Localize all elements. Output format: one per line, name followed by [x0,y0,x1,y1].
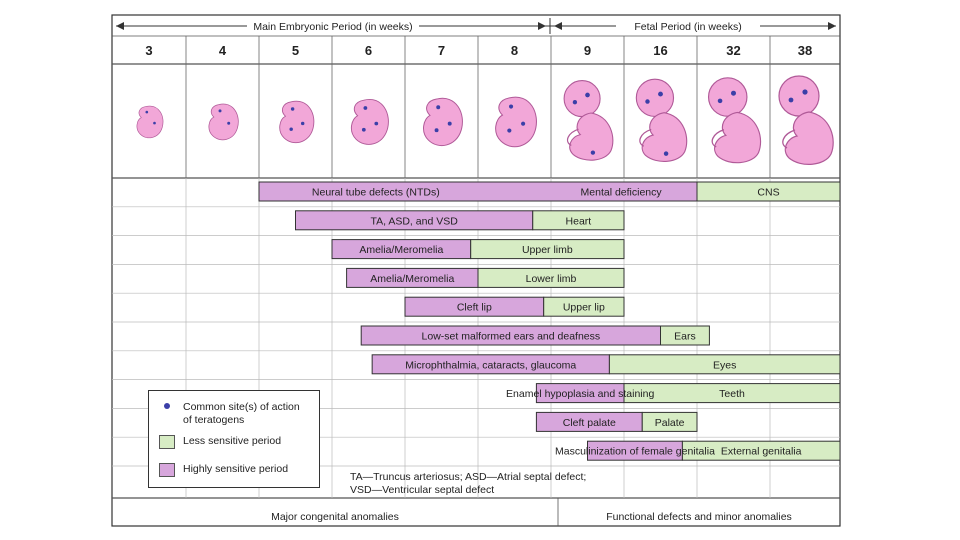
low-sensitivity-bar [641,411,698,432]
abbreviations-note: TA—Truncus arteriosus; ASD—Atrial septal… [350,471,587,496]
low-sensitivity-bar [608,354,841,375]
bar-label: Teeth [719,388,745,400]
week-label-6: 6 [365,43,372,58]
embryo-week-5-icon [279,100,315,144]
low-sensitivity-bar [623,383,841,404]
embryo-week-4-icon [208,103,239,141]
bar-label: Microphthalmia, cataracts, glaucoma [405,359,576,371]
week-header-row: 3 4 5 6 7 8 9 16 32 38 [145,43,812,58]
legend-item-low: Less sensitive period [159,435,281,449]
fetus-week-38-icon [778,75,834,165]
low-sensitivity-bar [477,267,625,288]
legend-label-low: Less sensitive period [183,435,282,447]
low-sensitivity-bar [681,440,841,461]
bar-label: Enamel hypoplasia and staining [506,388,654,400]
high-sensitivity-swatch [159,463,175,477]
bar-label: Neural tube defects (NTDs) [312,187,440,199]
embryonic-period-label: Main Embryonic Period (in weeks) [253,21,412,33]
embryo-images-row [136,75,834,165]
legend: Common site(s) of action of teratogens L… [148,390,320,488]
footer-functional-defects: Functional defects and minor anomalies [606,511,792,523]
bar-label: Cleft palate [563,417,616,429]
bar-label: Ears [674,331,696,343]
low-sensitivity-swatch [159,435,175,449]
legend-item-high: Highly sensitive period [159,463,288,477]
fetus-week-32-icon [707,77,762,164]
week-label-9: 9 [584,43,591,58]
footer-major-anomalies: Major congenital anomalies [271,511,399,523]
embryo-week-6-icon [350,98,389,145]
week-label-38: 38 [798,43,812,58]
bar-label: Cleft lip [457,302,492,314]
bar-label: Lower limb [526,273,577,285]
low-sensitivity-bar [532,210,625,231]
row-lines [112,206,840,467]
low-sensitivity-bar [543,296,625,317]
week-label-3: 3 [145,43,152,58]
week-label-8: 8 [511,43,518,58]
bar-label: TA, ASD, and VSD [370,215,458,227]
bar-label: Amelia/Meromelia [359,244,443,256]
bar-label: Mental deficiency [581,187,663,199]
week-label-32: 32 [726,43,740,58]
bar-label: Eyes [713,359,736,371]
low-sensitivity-bar [470,239,625,260]
legend-item-dot: Common site(s) of action of teratogens [159,401,305,426]
bar-label: Palate [655,417,685,429]
bar-label: Upper lip [563,302,605,314]
teratogen-dot-icon [159,401,175,415]
week-label-7: 7 [438,43,445,58]
week-label-5: 5 [292,43,299,58]
fetus-week-9-icon [563,80,614,161]
fetus-week-16-icon [635,78,688,162]
legend-label-high: Highly sensitive period [183,463,289,475]
low-sensitivity-bar [660,325,710,346]
grid [112,35,840,499]
bar-label: Masculinization of female genitalia [555,446,715,458]
sensitivity-bars: Neural tube defects (NTDs) Mental deficie… [258,181,841,461]
bar-label: Low-set malformed ears and deafness [422,331,601,343]
bar-label: External genitalia [721,446,802,458]
week-label-4: 4 [219,43,227,58]
week-label-16: 16 [653,43,667,58]
bar-label: Upper limb [522,244,573,256]
legend-label-dot: Common site(s) of action of teratogens [183,401,300,426]
bar-label: Amelia/Meromelia [370,273,454,285]
fetal-period-label: Fetal Period (in weeks) [634,21,741,33]
embryo-week-7-icon [423,97,463,147]
period-header: Main Embryonic Period (in weeks) Fetal P… [116,18,836,34]
bar-label: CNS [757,187,779,199]
low-sensitivity-bar [696,181,841,202]
embryo-week-3-icon [136,105,164,139]
embryo-week-8-icon [495,96,537,148]
bar-label: Heart [566,215,592,227]
